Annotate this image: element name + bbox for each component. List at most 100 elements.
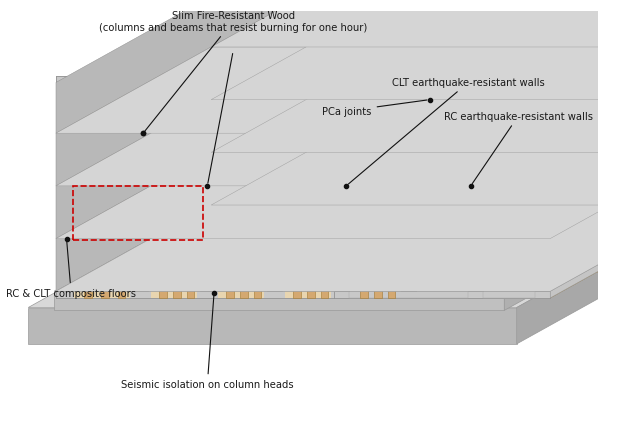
Polygon shape	[334, 187, 349, 239]
Bar	[314, 143, 322, 212]
Polygon shape	[528, 57, 574, 126]
Bar	[118, 230, 125, 298]
Polygon shape	[384, 0, 440, 21]
Polygon shape	[366, 8, 623, 21]
Polygon shape	[211, 41, 623, 55]
Polygon shape	[595, 57, 623, 126]
Polygon shape	[151, 230, 197, 298]
Bar	[352, 155, 398, 162]
Bar	[588, 169, 596, 238]
Polygon shape	[218, 230, 264, 298]
Polygon shape	[56, 0, 366, 187]
Bar	[307, 124, 315, 193]
Polygon shape	[133, 187, 148, 239]
Ellipse shape	[207, 272, 221, 277]
Polygon shape	[56, 285, 416, 298]
Polygon shape	[556, 0, 571, 48]
Polygon shape	[352, 124, 398, 193]
Polygon shape	[483, 41, 623, 141]
Polygon shape	[211, 146, 623, 160]
Polygon shape	[334, 127, 550, 141]
Polygon shape	[56, 77, 416, 90]
Polygon shape	[211, 14, 623, 100]
Polygon shape	[199, 83, 215, 134]
Bar	[374, 177, 382, 246]
Polygon shape	[550, 0, 623, 90]
Bar	[256, 91, 264, 160]
Polygon shape	[334, 239, 349, 292]
Bar	[588, 117, 596, 185]
Bar	[321, 177, 328, 246]
Polygon shape	[56, 232, 416, 246]
Bar	[388, 230, 396, 298]
Bar	[159, 74, 167, 141]
Polygon shape	[211, 0, 623, 4]
Bar	[617, 0, 623, 21]
Polygon shape	[267, 239, 282, 292]
Polygon shape	[151, 124, 197, 193]
Polygon shape	[211, 0, 227, 48]
Polygon shape	[352, 74, 398, 141]
Bar	[394, 0, 402, 21]
Polygon shape	[211, 41, 623, 55]
Bar	[462, 0, 470, 55]
Bar	[449, 143, 456, 212]
Polygon shape	[443, 14, 459, 67]
Polygon shape	[440, 0, 486, 55]
Bar	[374, 74, 382, 141]
Polygon shape	[550, 8, 623, 246]
Bar	[321, 230, 328, 298]
Bar	[342, 91, 350, 160]
Polygon shape	[366, 0, 382, 14]
Bar	[440, 69, 486, 77]
Polygon shape	[56, 100, 623, 187]
Bar	[529, 0, 537, 55]
Polygon shape	[366, 113, 623, 126]
Bar	[381, 143, 389, 212]
Bar	[428, 0, 435, 21]
Bar	[596, 38, 604, 107]
Polygon shape	[483, 94, 623, 193]
Bar	[273, 143, 280, 212]
Ellipse shape	[330, 272, 343, 277]
Polygon shape	[550, 146, 623, 246]
Polygon shape	[334, 134, 349, 187]
Bar	[381, 91, 389, 160]
Bar	[388, 124, 396, 193]
Bar	[617, 5, 623, 74]
Polygon shape	[574, 91, 620, 160]
Ellipse shape	[606, 119, 619, 124]
Polygon shape	[550, 41, 623, 141]
Bar	[550, 0, 558, 21]
Polygon shape	[483, 180, 535, 246]
Text: RC & CLT composite floors: RC & CLT composite floors	[6, 242, 136, 298]
Bar	[564, 5, 572, 74]
Bar	[411, 57, 419, 126]
Polygon shape	[483, 77, 535, 141]
Polygon shape	[199, 134, 215, 187]
Polygon shape	[211, 94, 623, 107]
Polygon shape	[401, 288, 414, 295]
Bar	[273, 91, 280, 160]
Polygon shape	[461, 5, 507, 74]
Bar	[388, 74, 396, 141]
Polygon shape	[56, 14, 366, 239]
Bar	[118, 74, 125, 141]
Bar	[328, 91, 336, 160]
Polygon shape	[422, 48, 437, 100]
Polygon shape	[211, 94, 623, 107]
Polygon shape	[211, 0, 623, 4]
Text: CLT earthquake-resistant walls: CLT earthquake-resistant walls	[348, 78, 545, 185]
Bar	[151, 260, 197, 268]
Polygon shape	[288, 100, 303, 153]
Polygon shape	[211, 94, 623, 107]
Polygon shape	[267, 83, 282, 134]
Polygon shape	[285, 230, 331, 298]
Bar	[218, 103, 264, 111]
Polygon shape	[550, 48, 623, 187]
Polygon shape	[574, 143, 620, 212]
Polygon shape	[28, 308, 516, 344]
Polygon shape	[384, 5, 440, 74]
Ellipse shape	[473, 272, 487, 277]
Bar	[307, 230, 315, 298]
